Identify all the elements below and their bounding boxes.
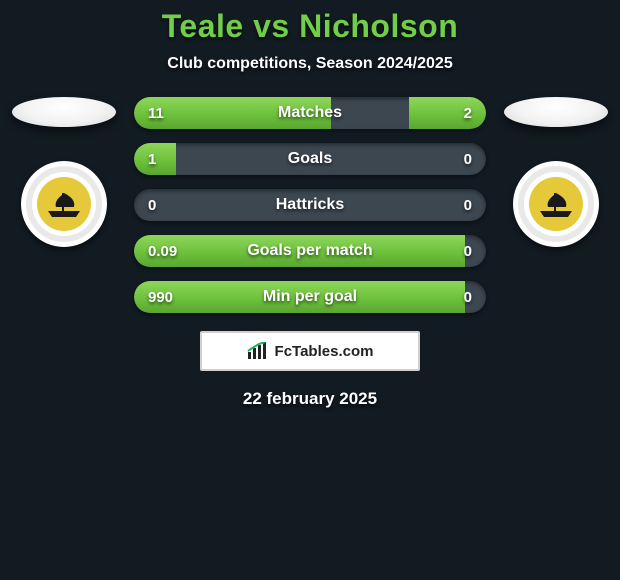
player-left-crest xyxy=(21,161,107,247)
stat-value-right: 2 xyxy=(464,97,472,129)
page-subtitle: Club competitions, Season 2024/2025 xyxy=(0,55,620,73)
player-right-crest xyxy=(513,161,599,247)
ship-icon xyxy=(46,189,82,219)
stat-label: Min per goal xyxy=(134,281,486,313)
stat-row: 0.09Goals per match0 xyxy=(134,235,486,267)
stat-value-right: 0 xyxy=(464,235,472,267)
brand-text: FcTables.com xyxy=(275,343,374,360)
left-player-col xyxy=(12,97,116,247)
player-left-avatar-placeholder xyxy=(12,97,116,127)
stat-label: Hattricks xyxy=(134,189,486,221)
stat-label: Goals per match xyxy=(134,235,486,267)
stat-value-right: 0 xyxy=(464,189,472,221)
comparison-card: Teale vs Nicholson Club competitions, Se… xyxy=(0,0,620,409)
stats-column: 11Matches21Goals00Hattricks00.09Goals pe… xyxy=(134,97,486,313)
stat-value-right: 0 xyxy=(464,281,472,313)
stat-row: 990Min per goal0 xyxy=(134,281,486,313)
stat-row: 11Matches2 xyxy=(134,97,486,129)
bar-chart-icon xyxy=(247,342,269,360)
right-player-col xyxy=(504,97,608,247)
stat-row: 1Goals0 xyxy=(134,143,486,175)
stat-label: Matches xyxy=(134,97,486,129)
main-row: 11Matches21Goals00Hattricks00.09Goals pe… xyxy=(0,97,620,313)
stat-label: Goals xyxy=(134,143,486,175)
brand-badge[interactable]: FcTables.com xyxy=(200,331,420,371)
player-right-avatar-placeholder xyxy=(504,97,608,127)
comparison-date: 22 february 2025 xyxy=(0,389,620,409)
stat-row: 0Hattricks0 xyxy=(134,189,486,221)
page-title: Teale vs Nicholson xyxy=(0,8,620,45)
ship-icon xyxy=(538,189,574,219)
stat-value-right: 0 xyxy=(464,143,472,175)
